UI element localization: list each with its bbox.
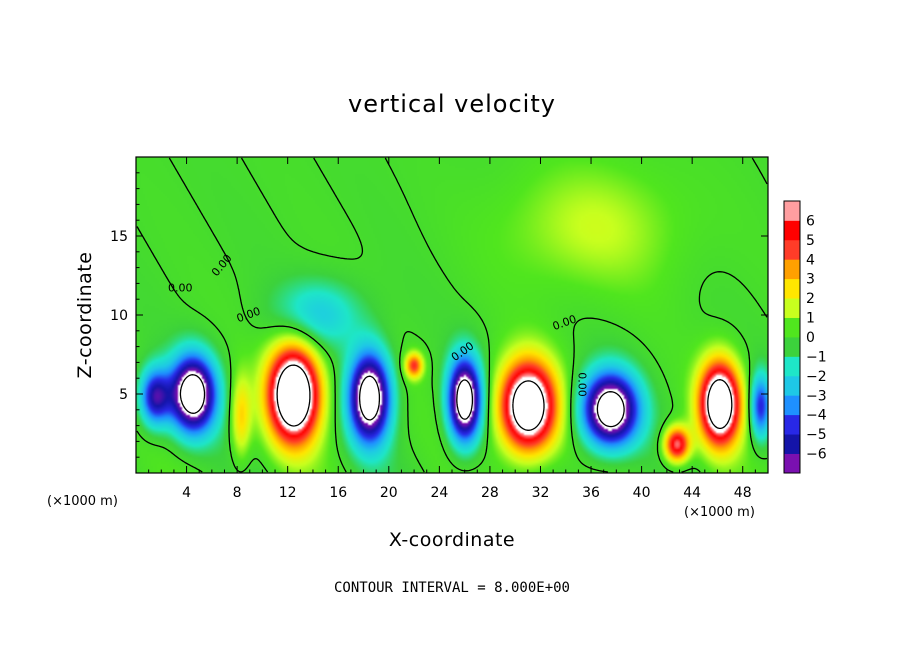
x-tick-label: 24 bbox=[430, 485, 448, 501]
colorbar-swatch bbox=[784, 239, 800, 260]
x-axis-label: X-coordinate bbox=[389, 529, 515, 551]
colorbar-label: −5 bbox=[806, 427, 827, 443]
colorbar-swatch bbox=[784, 395, 800, 416]
x-tick-label: 20 bbox=[380, 485, 398, 501]
x-unit-label-right: (×1000 m) bbox=[684, 505, 755, 520]
y-tick-label: 15 bbox=[110, 229, 128, 245]
colorbar-label: −6 bbox=[806, 447, 827, 463]
contour-negative bbox=[179, 374, 625, 428]
colorbar-swatch bbox=[784, 434, 800, 454]
x-unit-label-left: (×1000 m) bbox=[47, 494, 118, 509]
contour-label: 0.00 bbox=[575, 372, 588, 397]
plot-area: 0.000.000.000.000.000.00 bbox=[136, 157, 768, 473]
x-tick-label: 44 bbox=[683, 485, 701, 501]
x-tick-label: 32 bbox=[532, 485, 550, 501]
x-tick-label: 8 bbox=[233, 485, 242, 501]
colorbar-label: 4 bbox=[806, 252, 815, 268]
y-axis-label: Z-coordinate bbox=[74, 252, 96, 379]
contour-positive bbox=[276, 364, 733, 431]
contour-label: 0.00 bbox=[168, 281, 193, 294]
colorbar-swatch bbox=[784, 453, 800, 474]
colorbar-swatch bbox=[784, 337, 800, 357]
x-tick-label: 48 bbox=[734, 485, 752, 501]
colorbar-label: 2 bbox=[806, 291, 815, 307]
x-tick-label: 16 bbox=[329, 485, 347, 501]
colorbar-label: −2 bbox=[806, 369, 827, 385]
velocity-field bbox=[136, 157, 768, 473]
y-tick-label: 5 bbox=[119, 387, 128, 403]
colorbar-label: −1 bbox=[806, 349, 827, 365]
colorbar-label: 6 bbox=[806, 213, 815, 229]
colorbar-swatch bbox=[784, 317, 800, 338]
colorbar-label: 1 bbox=[806, 311, 815, 327]
x-tick-label: 12 bbox=[279, 485, 297, 501]
colorbar-swatch bbox=[784, 375, 800, 396]
colorbar-label: 5 bbox=[806, 233, 815, 249]
x-tick-label: 40 bbox=[633, 485, 651, 501]
colorbar-swatch bbox=[784, 298, 800, 318]
colorbar: −6 −5 −4 −3 −2 −1 0 1 2 3 4 5 6 bbox=[783, 200, 827, 474]
x-tick-label: 36 bbox=[582, 485, 600, 501]
contour-zero bbox=[136, 157, 768, 473]
x-axis: 4 8 12 16 20 24 28 32 36 40 44 48 bbox=[148, 157, 756, 501]
colorbar-swatch bbox=[784, 278, 800, 299]
colorbar-label: 0 bbox=[806, 330, 815, 346]
colorbar-swatch bbox=[784, 414, 800, 435]
colorbar-label: 3 bbox=[806, 272, 815, 288]
colorbar-label: −3 bbox=[806, 388, 827, 404]
colorbar-swatch bbox=[784, 356, 800, 377]
x-tick-label: 28 bbox=[481, 485, 499, 501]
y-axis: 5 10 15 bbox=[110, 172, 768, 458]
colorbar-frame bbox=[783, 200, 801, 474]
colorbar-swatch bbox=[784, 259, 800, 280]
colorbar-swatch bbox=[784, 220, 800, 241]
x-tick-label: 4 bbox=[182, 485, 191, 501]
contour-interval-text: CONTOUR INTERVAL = 8.000E+00 bbox=[334, 580, 570, 596]
chart-title: vertical velocity bbox=[348, 90, 556, 118]
colorbar-swatch bbox=[784, 201, 800, 221]
contour-lines bbox=[136, 157, 768, 473]
colorbar-label: −4 bbox=[806, 408, 827, 424]
y-tick-label: 10 bbox=[110, 308, 128, 324]
